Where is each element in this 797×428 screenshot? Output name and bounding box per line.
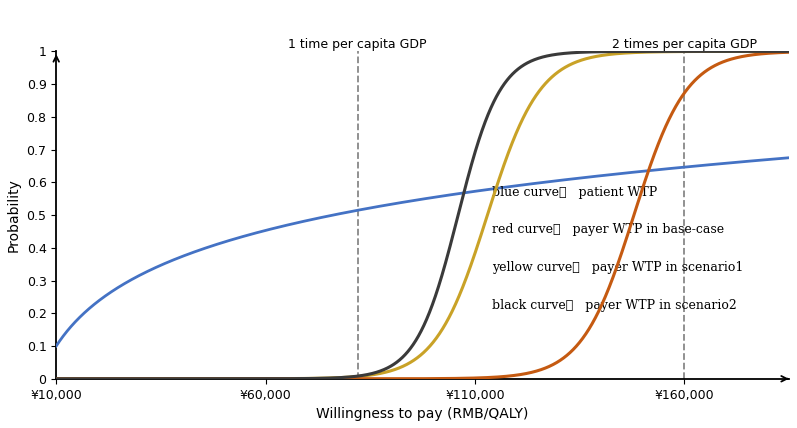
Text: blue curve：   patient WTP: blue curve： patient WTP [492,186,658,199]
Text: yellow curve：   payer WTP in scenario1: yellow curve： payer WTP in scenario1 [492,261,744,274]
Text: 1 time per capita GDP: 1 time per capita GDP [289,39,427,51]
X-axis label: Willingness to pay (RMB/QALY): Willingness to pay (RMB/QALY) [316,407,528,421]
Text: black curve：   payer WTP in scenario2: black curve： payer WTP in scenario2 [492,299,737,312]
Text: red curve：   payer WTP in base-case: red curve： payer WTP in base-case [492,223,724,236]
Y-axis label: Probability: Probability [7,178,21,252]
Text: 2 times per capita GDP: 2 times per capita GDP [611,39,756,51]
